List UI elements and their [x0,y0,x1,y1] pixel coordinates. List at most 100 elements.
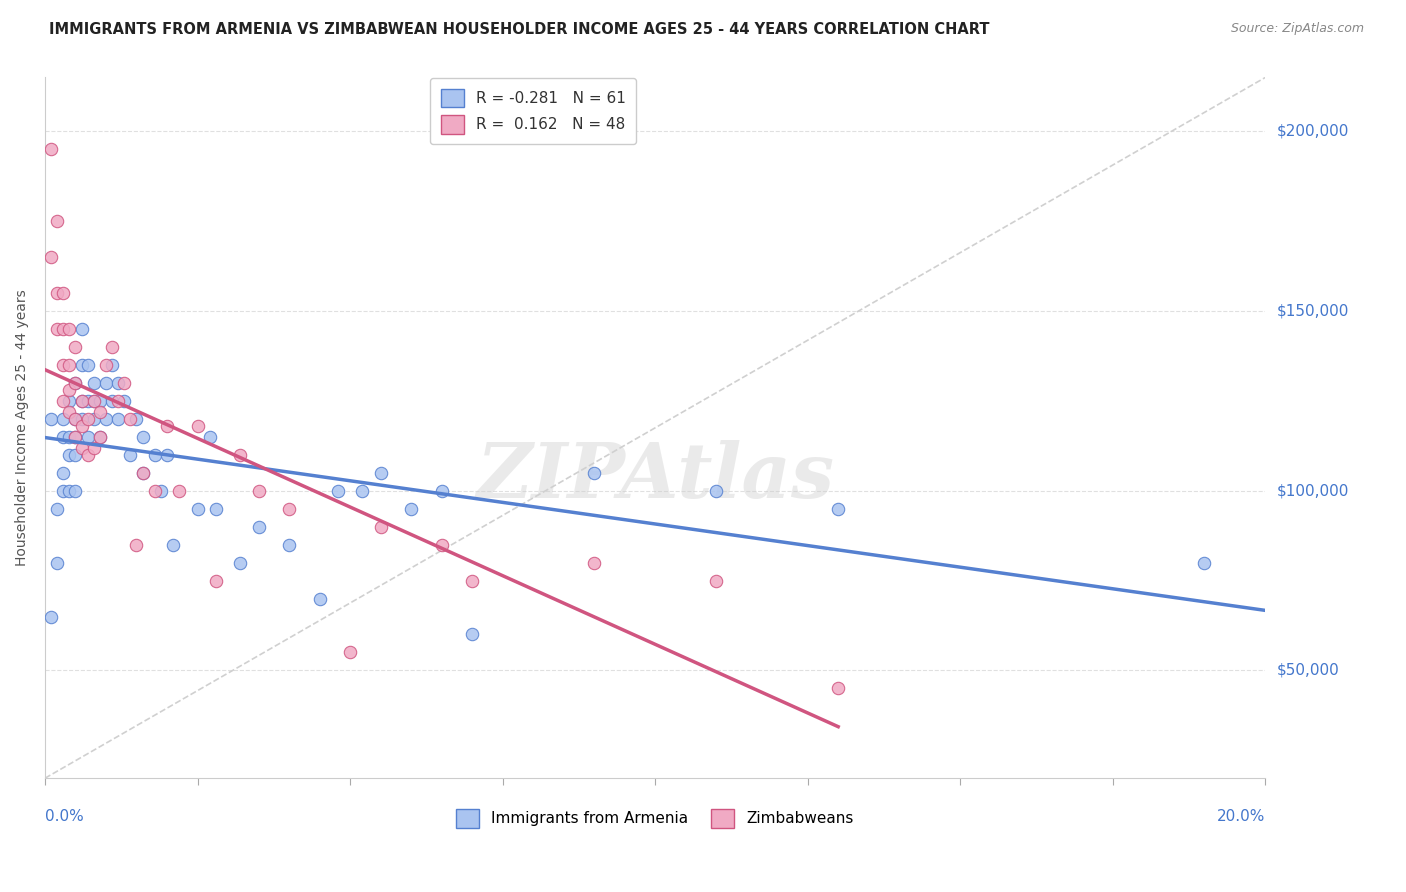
Point [65,340,87,354]
Point [65,376,87,390]
Point [83,393,105,408]
Point [70,358,93,372]
Text: $200,000: $200,000 [1277,124,1348,139]
Point [76,412,98,426]
Point [461,574,484,588]
Point [101,393,124,408]
Point [65,483,87,498]
Point [46,556,69,570]
Text: $100,000: $100,000 [1277,483,1348,499]
Point [52,393,75,408]
Point [83,376,105,390]
Point [52,286,75,301]
Point [198,430,221,444]
Point [167,483,190,498]
Point [83,412,105,426]
Text: 20.0%: 20.0% [1218,809,1265,824]
Point [112,376,135,390]
Point [156,419,179,434]
Point [52,466,75,480]
Point [89,430,111,444]
Point [65,430,87,444]
Point [278,501,301,516]
Y-axis label: Householder Income Ages 25 - 44 years: Householder Income Ages 25 - 44 years [15,290,30,566]
Point [70,322,93,336]
Point [247,483,270,498]
Text: $150,000: $150,000 [1277,303,1348,318]
Point [112,393,135,408]
Point [58,405,80,419]
Point [278,538,301,552]
Point [247,519,270,533]
Point [46,322,69,336]
Point [65,412,87,426]
Point [39,609,62,624]
Point [229,556,252,570]
Point [827,501,849,516]
Point [583,466,606,480]
Point [52,412,75,426]
Point [149,483,172,498]
Point [308,591,330,606]
Point [76,448,98,462]
Point [461,627,484,641]
Point [430,483,453,498]
Point [39,142,62,156]
Point [156,448,179,462]
Point [58,393,80,408]
Point [58,358,80,372]
Point [52,322,75,336]
Point [94,358,117,372]
Point [83,441,105,455]
Point [89,405,111,419]
Point [107,412,129,426]
Point [186,501,208,516]
Point [58,448,80,462]
Point [76,358,98,372]
Point [107,393,129,408]
Point [125,412,148,426]
Point [583,556,606,570]
Point [339,645,361,659]
Point [58,322,80,336]
Point [143,483,166,498]
Point [39,412,62,426]
Point [131,430,153,444]
Point [370,466,392,480]
Point [131,466,153,480]
Point [70,412,93,426]
Point [704,574,727,588]
Point [399,501,422,516]
Point [76,430,98,444]
Point [70,441,93,455]
Point [94,412,117,426]
Point [65,448,87,462]
Point [76,393,98,408]
Point [89,430,111,444]
Point [162,538,184,552]
Point [326,483,349,498]
Point [83,393,105,408]
Text: Source: ZipAtlas.com: Source: ZipAtlas.com [1230,22,1364,36]
Point [46,501,69,516]
Point [125,538,148,552]
Text: ZIPAtlas: ZIPAtlas [477,440,834,514]
Point [52,358,75,372]
Point [131,466,153,480]
Text: $50,000: $50,000 [1277,663,1339,678]
Point [430,538,453,552]
Point [143,448,166,462]
Legend: Immigrants from Armenia, Zimbabweans: Immigrants from Armenia, Zimbabweans [450,803,860,834]
Point [101,358,124,372]
Point [120,448,142,462]
Point [205,501,228,516]
Point [58,383,80,397]
Point [58,430,80,444]
Point [94,376,117,390]
Point [120,412,142,426]
Point [46,286,69,301]
Point [370,519,392,533]
Point [65,376,87,390]
Point [205,574,228,588]
Point [70,393,93,408]
